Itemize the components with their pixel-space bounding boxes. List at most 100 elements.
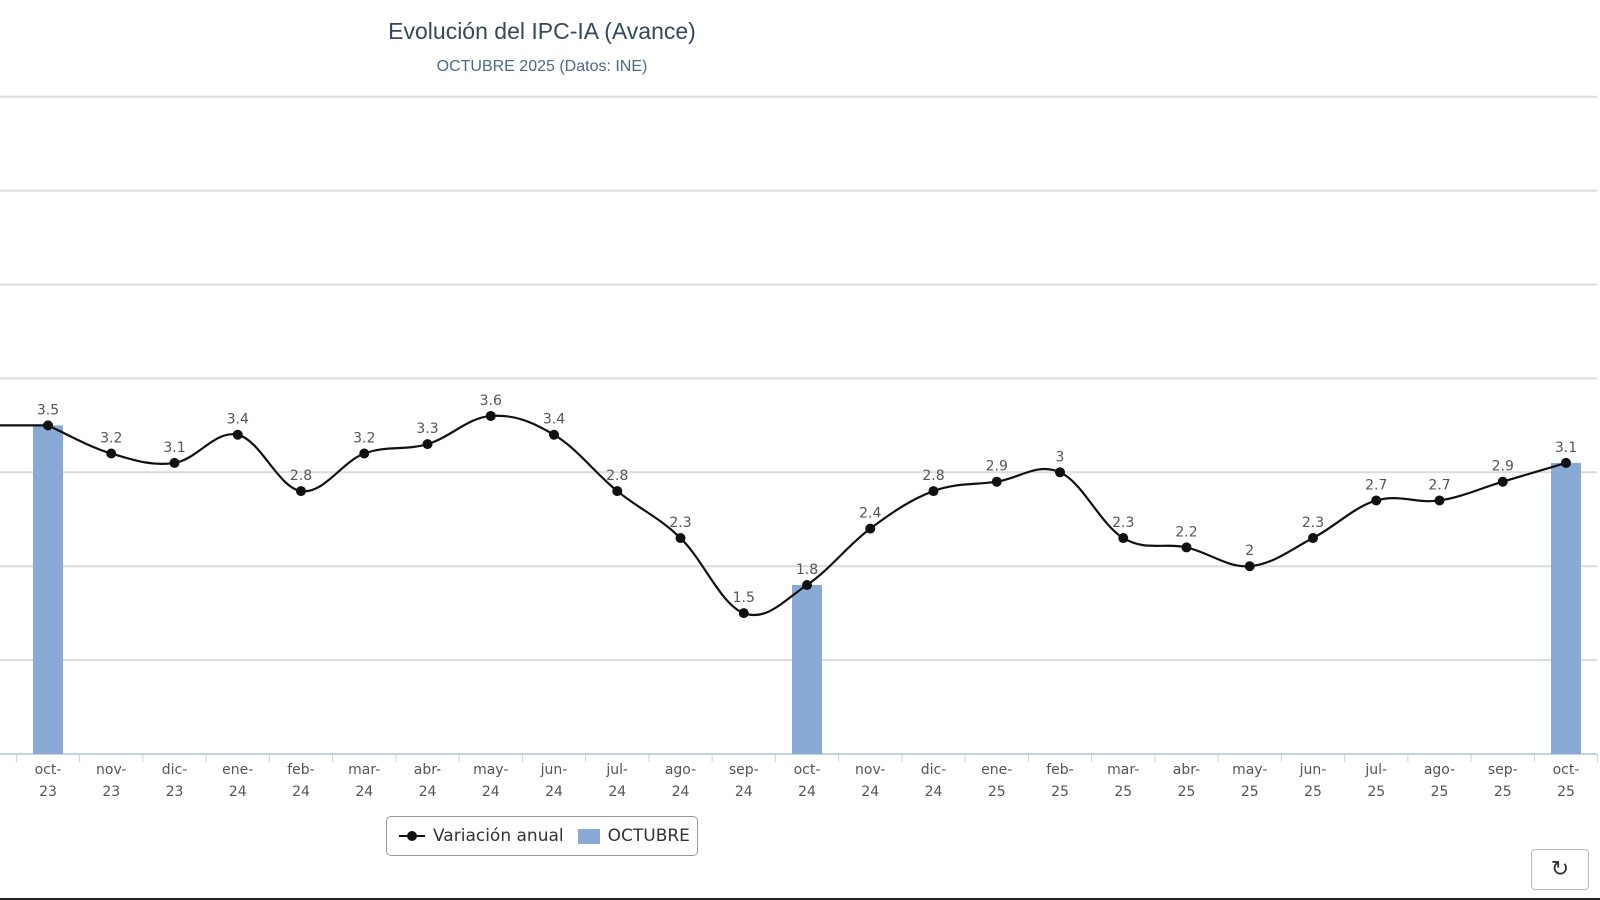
x-tick-label: jul- — [1364, 762, 1387, 778]
data-label: 2.8 — [922, 468, 944, 484]
data-point — [232, 429, 243, 440]
data-point — [359, 448, 370, 459]
x-tick-label: 25 — [1241, 784, 1259, 800]
data-point — [1561, 457, 1571, 468]
data-label: 2.9 — [1492, 459, 1514, 475]
x-tick-label: 24 — [355, 784, 373, 800]
x-tick-label: oct- — [1553, 762, 1580, 778]
data-label: 3.2 — [353, 431, 375, 447]
x-tick-label: may- — [473, 762, 508, 778]
x-tick-label: ene- — [222, 762, 253, 778]
x-tick-label: 23 — [102, 784, 120, 800]
chart-title: Evolución del IPC-IA (Avance) — [388, 18, 696, 44]
data-label: 3.1 — [163, 440, 185, 456]
x-tick-label: feb- — [1046, 762, 1073, 778]
x-tick-label: oct- — [35, 762, 62, 778]
x-tick-label: dic- — [921, 762, 947, 778]
x-tick-label: 25 — [1114, 784, 1132, 800]
x-tick-label: 25 — [988, 784, 1006, 800]
data-label: 1.8 — [796, 562, 818, 578]
x-tick-label: ago- — [1424, 762, 1455, 778]
x-tick-label: 24 — [482, 784, 500, 800]
data-label: 2.8 — [606, 468, 628, 484]
data-point — [106, 448, 117, 459]
x-tick-label: 24 — [608, 784, 626, 800]
x-tick-label: dic- — [162, 762, 188, 778]
x-tick-label: 25 — [1367, 784, 1385, 800]
data-label: 2.7 — [1365, 477, 1387, 493]
data-point — [612, 486, 623, 497]
data-label: 2 — [1245, 543, 1254, 559]
x-tick-label: feb- — [287, 762, 314, 778]
data-label: 3.2 — [100, 431, 122, 447]
data-point — [675, 533, 686, 544]
data-label: 2.3 — [669, 515, 691, 531]
x-tick-label: 24 — [925, 784, 943, 800]
data-point — [1244, 561, 1255, 572]
x-tick-label: nov- — [96, 762, 126, 778]
legend-line-marker-icon — [399, 831, 425, 841]
x-tick-label: nov- — [855, 762, 885, 778]
x-tick-label: 23 — [166, 784, 184, 800]
data-label: 3.5 — [37, 402, 59, 418]
data-point — [296, 486, 306, 497]
x-tick-label: 25 — [1304, 784, 1322, 800]
data-label: 3.4 — [543, 412, 565, 428]
data-label: 3.6 — [480, 393, 502, 409]
bar-octubre — [792, 584, 822, 754]
data-point — [1497, 476, 1508, 487]
data-point — [1434, 495, 1445, 506]
data-label: 2.2 — [1175, 524, 1197, 540]
refresh-button[interactable]: ↻ — [1531, 849, 1589, 890]
x-tick-label: 25 — [1051, 784, 1069, 800]
data-label: 1.5 — [733, 590, 755, 606]
x-tick-label: 25 — [1178, 784, 1196, 800]
data-label: 2.3 — [1302, 515, 1324, 531]
data-point — [1055, 467, 1065, 478]
data-label: 3.4 — [227, 412, 249, 428]
data-label: 2.8 — [290, 468, 312, 484]
data-point — [738, 608, 749, 619]
x-tick-label: 24 — [229, 784, 247, 800]
chart-subtitle: OCTUBRE 2025 (Datos: INE) — [436, 58, 648, 75]
bottom-border — [0, 898, 1600, 900]
x-tick-label: 24 — [545, 784, 563, 800]
x-tick-label: 24 — [798, 784, 816, 800]
data-label: 2.7 — [1428, 477, 1450, 493]
data-label: 2.9 — [986, 459, 1008, 475]
data-label: 3.3 — [416, 421, 438, 437]
refresh-icon: ↻ — [1550, 857, 1570, 882]
legend-item-variacion-anual[interactable]: Variación anual — [433, 826, 564, 846]
x-tick-label: 23 — [39, 784, 57, 800]
x-tick-label: abr- — [1173, 762, 1200, 778]
x-tick-label: sep- — [729, 762, 759, 778]
legend-bar-swatch-icon — [577, 828, 600, 844]
data-point — [928, 486, 939, 497]
legend-item-octubre[interactable]: OCTUBRE — [607, 826, 690, 846]
x-tick-label: jul- — [605, 762, 628, 778]
x-tick-label: abr- — [414, 762, 441, 778]
data-point — [802, 579, 812, 590]
x-tick-label: may- — [1232, 762, 1267, 778]
data-label: 3.1 — [1555, 440, 1577, 456]
data-point — [549, 429, 559, 440]
x-tick-label: 24 — [672, 784, 690, 800]
x-tick-label: 25 — [1557, 784, 1575, 800]
x-tick-label: jun- — [1299, 762, 1327, 778]
bar-octubre — [33, 425, 63, 754]
legend: Variación anual OCTUBRE — [386, 816, 698, 856]
x-tick-label: ene- — [981, 762, 1012, 778]
data-point — [991, 476, 1002, 487]
data-point — [43, 420, 53, 431]
x-tick-label: oct- — [794, 762, 821, 778]
x-tick-label: jun- — [540, 762, 568, 778]
x-tick-label: 24 — [861, 784, 879, 800]
x-tick-label: 24 — [735, 784, 753, 800]
x-tick-label: 25 — [1494, 784, 1512, 800]
x-tick-label: ago- — [665, 762, 696, 778]
data-point — [169, 457, 180, 468]
x-tick-label: mar- — [348, 762, 380, 778]
data-point — [1181, 542, 1192, 553]
data-point — [485, 410, 496, 421]
